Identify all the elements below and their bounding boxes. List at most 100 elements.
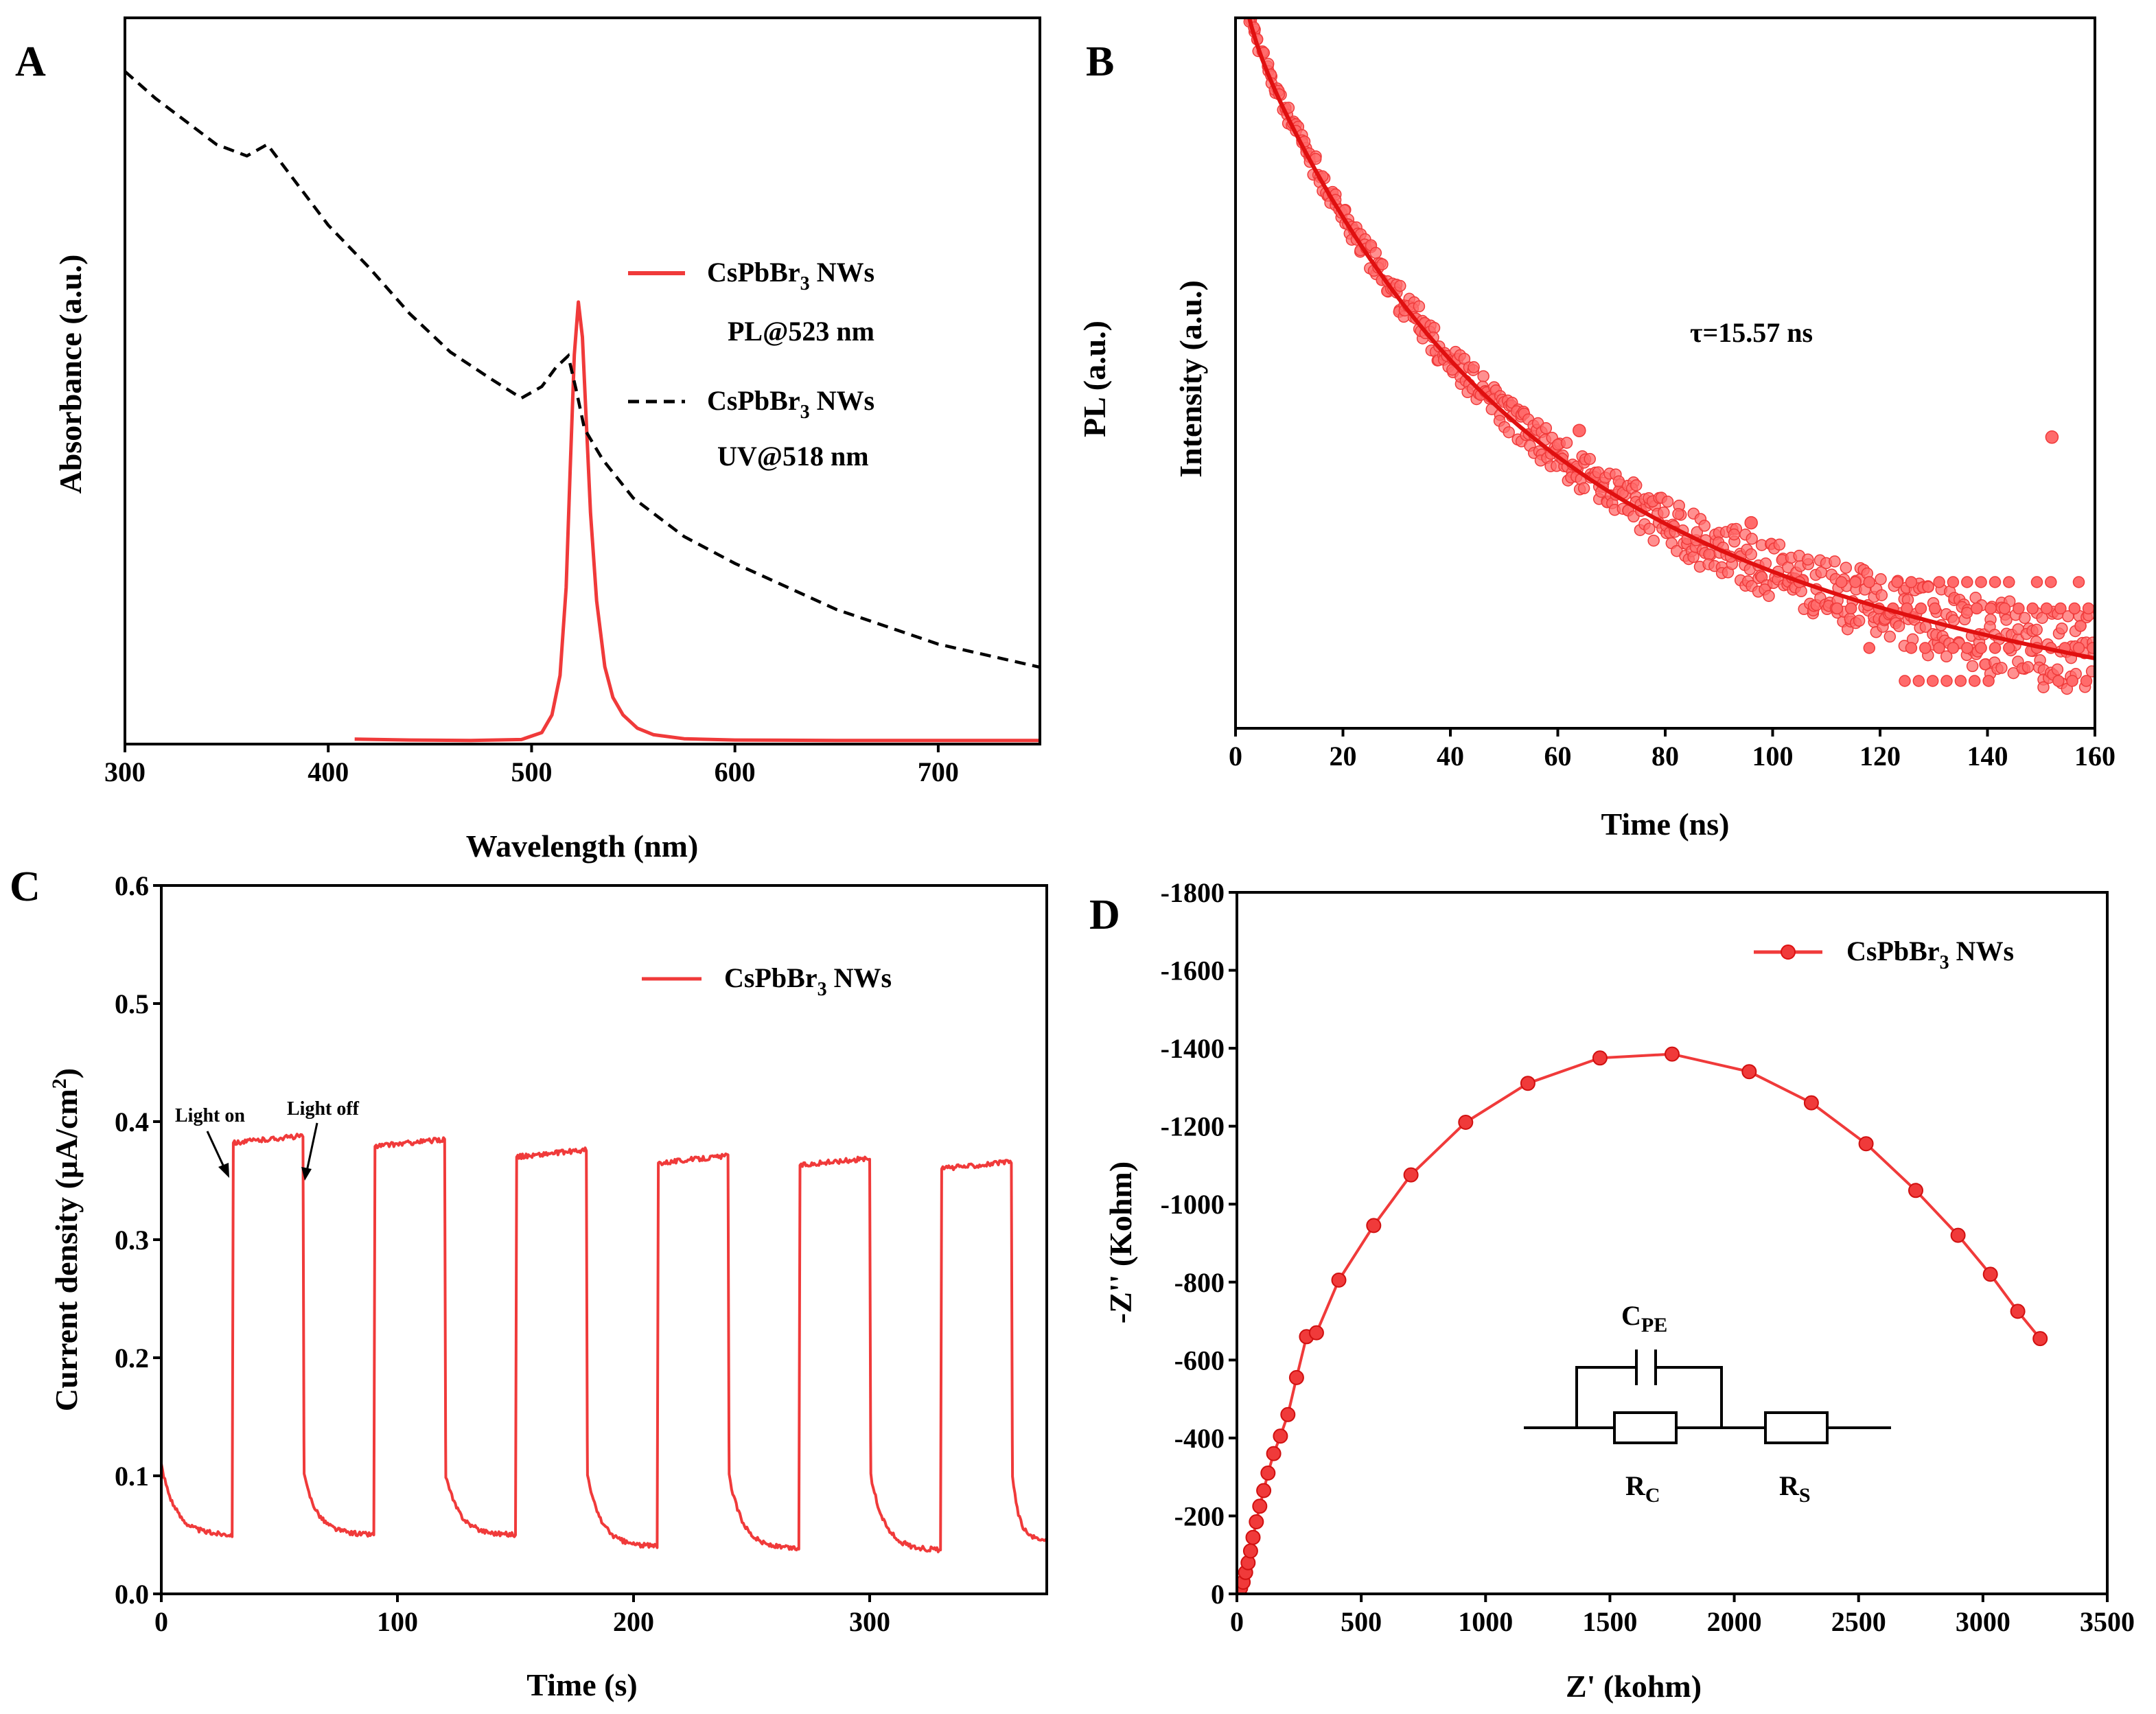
panel-d-y-tick-label-7: -1400: [1161, 1033, 1225, 1064]
panel-c-x-tick-label-3: 300: [849, 1606, 890, 1637]
panel-c-x-tick-label-1: 100: [377, 1606, 418, 1637]
decay-point-452: [1875, 589, 1888, 601]
decay-point-98: [1369, 246, 1382, 259]
panel-a-x-tick-label-2: 500: [511, 756, 552, 787]
decay-point-217: [1540, 422, 1553, 435]
panel-d-x-tick-label-1: 500: [1341, 1606, 1382, 1637]
cpe-wire-right: [1656, 1366, 1723, 1428]
panel-d-x-tick-label-3: 1500: [1582, 1606, 1637, 1637]
panel-a-x-tick-label-1: 400: [308, 756, 349, 787]
decay-point-301: [1661, 496, 1674, 508]
floor-point-1-1458: [2013, 602, 2025, 615]
panel-d-x-ticks: 0 500 1000 1500 2000 2500 3000 3500: [1230, 1594, 2135, 1637]
panel-c-x-ticks: 0 100 200 300: [154, 1594, 890, 1637]
panel-d-x-label: Z' (kohm): [1566, 1669, 1702, 1704]
panel-c-letter: C: [10, 864, 40, 910]
legend-uv-label: CsPbBr3 NWs: [707, 385, 874, 423]
floor-point-3-1584: [2080, 675, 2093, 687]
decay-point-554: [2021, 661, 2035, 673]
nyquist-point-14: [1288, 1369, 1304, 1385]
floor-point-3-1376: [1968, 675, 1981, 687]
nyquist-point-8: [1252, 1498, 1268, 1514]
legend-uv-peak: UV@518 nm: [717, 441, 869, 472]
decay-point-297: [1658, 506, 1670, 519]
panel-b-x-tick-label-2: 40: [1437, 741, 1464, 772]
circuit-label-rs: RS: [1779, 1470, 1811, 1507]
panel-c-plot-area: [161, 1133, 1047, 1553]
panel-d-x-tick-label-5: 2500: [1831, 1606, 1886, 1637]
panel-d-frame: [1236, 891, 2109, 1595]
panel-c-x-tick-label-2: 200: [613, 1606, 654, 1637]
panel-b-x-tick-label-6: 120: [1859, 741, 1901, 772]
decay-point-103: [1376, 258, 1389, 270]
nyquist-point-9: [1256, 1483, 1272, 1498]
decay-point-331: [1703, 548, 1715, 561]
decay-point-289: [1643, 522, 1656, 535]
nyquist-point-12: [1273, 1428, 1288, 1444]
floor-point-1-1146: [1844, 602, 1857, 615]
floor-point-2-1362: [1961, 642, 1973, 654]
decay-point-379: [1773, 538, 1786, 551]
light-off-arrow: [301, 1122, 318, 1181]
decay-point-320: [1687, 551, 1700, 564]
panel-c-y-tick-label-4: 0.4: [115, 1107, 149, 1137]
panel-d-legend: CsPbBr3 NWs: [1754, 936, 2014, 973]
floor-point-2-1310: [1933, 642, 1945, 654]
panel-c: C 0 100 200 300 0.0 0.1 0.2 0.3 0.4 0.5 0.6 Time …: [10, 864, 1048, 1702]
panel-c-y-tick-label-0: 0.0: [115, 1579, 149, 1610]
floor-point-0-1336: [1947, 576, 1960, 588]
panel-a-legend: CsPbBr3 NWs PL@523 nm CsPbBr3 NWs UV@518…: [628, 257, 874, 472]
pl-spectrum-line: [354, 300, 1040, 743]
nyquist-point-6: [1245, 1529, 1261, 1545]
decay-point-8: [1240, 0, 1251, 3]
equivalent-circuit-diagram: [1524, 1350, 1891, 1444]
floor-point-0-1570: [2072, 576, 2085, 588]
panel-b-x-tick-label-3: 60: [1544, 741, 1572, 772]
fit-curve: [1247, 18, 2095, 661]
panel-d-y-tick-label-8: -1600: [1161, 956, 1225, 986]
panel-b-x-label: Time (ns): [1601, 807, 1730, 842]
panel-c-x-tick-label-0: 0: [154, 1606, 168, 1637]
panel-a-frame: [124, 16, 1041, 745]
panel-d-x-tick-label-7: 3500: [2080, 1606, 2135, 1637]
decay-point-590: [2074, 620, 2087, 632]
floor-point-1-1380: [1971, 602, 1983, 615]
floor-point-2-1180: [1863, 642, 1876, 654]
panel-d: D 0 500 1000 1500 2000 2500 3000 3500 0 -200 -400…: [1089, 877, 2135, 1704]
floor-point-3-1558: [2066, 675, 2078, 687]
decay-point-280: [1630, 479, 1643, 491]
panel-a: A 300 400 500 600 700 Wavelength (nm) Absorb…: [15, 16, 1041, 864]
panel-a-x-label: Wavelength (nm): [466, 829, 699, 864]
decay-point-514: [1966, 660, 1979, 673]
floor-point-0-1232: [1891, 576, 1903, 588]
nyquist-point-29: [1982, 1266, 1998, 1282]
outlier-point-1: [1744, 516, 1758, 530]
decay-point-401: [1802, 553, 1814, 566]
decay-point-360: [1746, 533, 1758, 545]
floor-point-2-1258: [1905, 642, 1918, 654]
panel-b-x-tick-label-0: 0: [1229, 741, 1242, 772]
decay-point-512: [1960, 606, 1973, 619]
floor-point-2-1336: [1947, 642, 1960, 654]
panel-b-x-tick-label-4: 80: [1651, 741, 1679, 772]
nyquist-point-5: [1242, 1543, 1258, 1559]
nyquist-point-26: [1858, 1136, 1874, 1152]
light-on-arrow: [206, 1131, 229, 1178]
decay-point-115: [1394, 279, 1406, 292]
floor-point-0-1362: [1961, 576, 1973, 588]
floor-point-1-1588: [2082, 602, 2095, 615]
cpe-wire-left: [1575, 1366, 1636, 1428]
floor-point-0-1388: [1975, 576, 1987, 588]
panel-d-y-tick-label-4: -800: [1174, 1267, 1225, 1298]
floor-point-2-1414: [1989, 642, 2002, 654]
panel-a-letter: A: [15, 38, 46, 85]
panel-b-y-label-outer: PL (a.u.): [1077, 321, 1112, 437]
decay-point-7: [1240, 0, 1251, 5]
floor-point-0-1154: [1849, 576, 1862, 588]
panel-c-y-ticks: 0.0 0.1 0.2 0.3 0.4 0.5 0.6: [115, 870, 161, 1610]
legend-current-label: CsPbBr3 NWs: [724, 962, 892, 1000]
panel-c-y-tick-label-5: 0.5: [115, 988, 149, 1019]
panel-c-y-tick-label-1: 0.1: [115, 1461, 149, 1492]
circuit-label-cpe: CPE: [1621, 1300, 1667, 1336]
panel-a-plot-area: [125, 70, 1040, 743]
